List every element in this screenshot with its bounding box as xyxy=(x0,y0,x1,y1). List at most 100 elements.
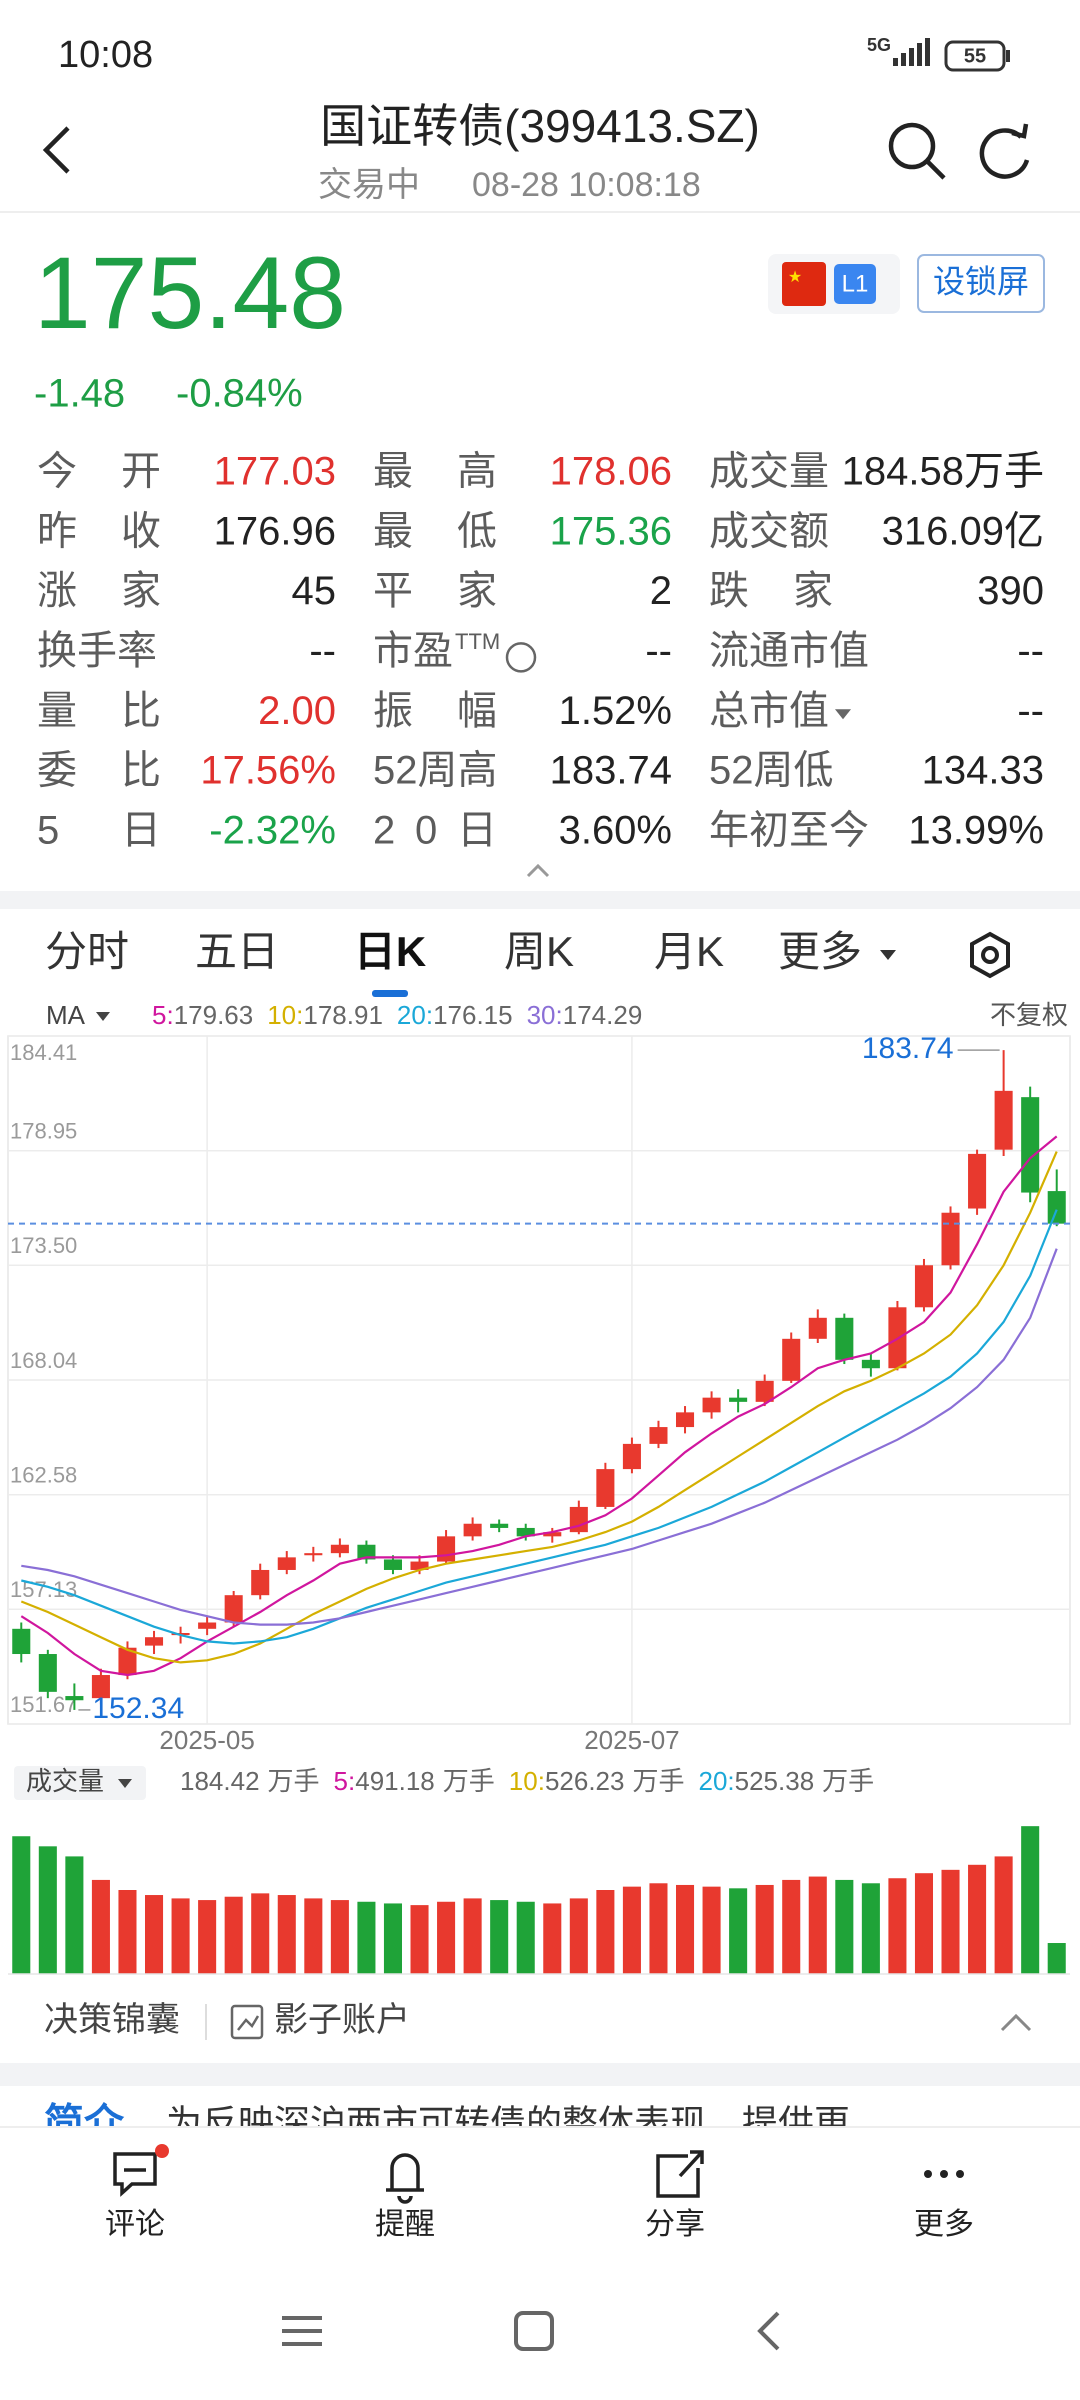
tab-dropdown[interactable] xyxy=(880,950,896,960)
chart-settings[interactable] xyxy=(970,931,1010,979)
volume-bar xyxy=(702,1886,721,1974)
collapse-caret[interactable] xyxy=(526,863,550,878)
y-tick-label: 162.58 xyxy=(10,1463,77,1488)
stat-label: 总市值 xyxy=(709,689,829,733)
bottom-bar xyxy=(0,2127,1080,2400)
info-icon[interactable] xyxy=(505,642,537,673)
network: 5G xyxy=(867,35,891,55)
level-badge-text: L1 xyxy=(842,270,869,297)
stat-label: 振幅 xyxy=(373,689,497,733)
candle-body xyxy=(224,1595,243,1623)
chart-tab[interactable]: 五日 xyxy=(195,928,279,975)
price-change-pct: -0.84% xyxy=(176,372,303,416)
ma-legend-value: 176.15 xyxy=(433,1000,513,1030)
ma-line xyxy=(21,1248,1058,1626)
ma-legend-value: 178.91 xyxy=(303,1000,383,1030)
ma-legend-name: 5: xyxy=(152,1000,174,1030)
volume-bar xyxy=(888,1878,907,1974)
stat-value: -2.32% xyxy=(209,808,336,852)
search-button[interactable] xyxy=(888,122,946,180)
volume-bar xyxy=(330,1900,349,1974)
ma-dropdown[interactable] xyxy=(96,1012,110,1021)
volume-bar xyxy=(383,1903,403,1974)
dropdown-icon[interactable] xyxy=(835,709,851,720)
stat-value: -- xyxy=(645,629,672,673)
ma-legend-name: 30: xyxy=(527,1000,563,1030)
stat-label-sup: TTM xyxy=(455,629,500,654)
volume-bar xyxy=(65,1856,84,1974)
tools-collapse[interactable] xyxy=(1000,2013,1032,2032)
candle-body xyxy=(383,1559,403,1570)
y-tick-label: 184.41 xyxy=(10,1040,77,1065)
stat-label: 涨家 xyxy=(37,569,161,613)
tab-indicator xyxy=(372,990,408,997)
volume-bar xyxy=(118,1890,137,1974)
tool-decision[interactable]: 决策锦囊 xyxy=(44,2001,180,2039)
chart-tab[interactable]: 月K xyxy=(654,928,724,975)
candle-body xyxy=(1021,1097,1040,1193)
chart-tab[interactable]: 更多 xyxy=(778,928,862,975)
ma-selector[interactable]: MA xyxy=(46,1000,86,1030)
volume-bar xyxy=(968,1864,987,1974)
back-button[interactable] xyxy=(42,126,70,174)
candle-body xyxy=(861,1359,880,1369)
refresh-button[interactable] xyxy=(979,123,1030,179)
volume-legend-label: 成交量 xyxy=(26,1766,104,1796)
ma-legend-name: 10: xyxy=(267,1000,303,1030)
stat-label: 换手率 xyxy=(37,629,157,673)
stat-value: 183.74 xyxy=(550,749,672,793)
lock-button[interactable] xyxy=(917,254,1045,313)
chart-tab[interactable]: 日K xyxy=(354,928,426,975)
stat-label: 委比 xyxy=(37,749,161,793)
header-title: 国证转债(399413.SZ) xyxy=(320,100,760,152)
nav-more[interactable]: 更多 xyxy=(914,2208,974,2241)
adjust-mode[interactable]: 不复权 xyxy=(990,1000,1068,1030)
volume-bar xyxy=(304,1898,323,1974)
volume-legend-box[interactable] xyxy=(14,1766,146,1800)
volume-bar xyxy=(251,1893,270,1974)
candle-body xyxy=(835,1317,854,1360)
volume-bar xyxy=(835,1879,854,1974)
nav-comment[interactable]: 评论 xyxy=(105,2208,165,2241)
nav-alert[interactable]: 提醒 xyxy=(375,2208,435,2241)
signal xyxy=(893,38,930,66)
candle-body xyxy=(144,1637,164,1646)
stat-value: 178.06 xyxy=(550,450,672,494)
y-tick-label: 173.50 xyxy=(10,1233,77,1258)
price-change: -1.48 xyxy=(34,372,125,416)
volume-bar xyxy=(1047,1943,1066,1974)
stat-value: 184.58万手 xyxy=(842,450,1044,494)
candle-body xyxy=(1047,1191,1066,1224)
volume-bar xyxy=(198,1900,217,1974)
candle-body xyxy=(649,1427,668,1444)
kline-chart: 184.41 178.95 173.50 168.04 162.58 157.13 151.… xyxy=(7,1032,1071,1755)
chart-tab[interactable]: 周K xyxy=(504,928,574,975)
status-time: 10:08 xyxy=(58,34,153,76)
candle-body xyxy=(702,1397,721,1413)
stat-value: -- xyxy=(309,629,336,673)
candle-body xyxy=(12,1628,31,1655)
stat-label: 跌家 xyxy=(709,569,833,613)
stat-value: 45 xyxy=(292,569,337,613)
candle-body xyxy=(304,1553,323,1556)
stat-label: 量比 xyxy=(37,689,161,733)
tool-shadow-account[interactable]: 影子账户 xyxy=(274,2001,410,2039)
volume-bar xyxy=(224,1896,243,1974)
ma-line xyxy=(21,1209,1058,1645)
candle-body xyxy=(198,1622,217,1629)
chart-tab[interactable]: 分时 xyxy=(45,928,129,975)
candle-body xyxy=(437,1536,456,1562)
ma-legend-name: 20: xyxy=(397,1000,433,1030)
last-price: 175.48 xyxy=(34,236,346,350)
nav-share[interactable]: 分享 xyxy=(645,2208,705,2241)
volume-ma-value: 526.23 xyxy=(545,1766,625,1796)
lock-button-text[interactable]: 设锁屏 xyxy=(933,263,1029,299)
trade-status: 交易中 xyxy=(318,166,420,204)
ma-legend-value: 174.29 xyxy=(563,1000,643,1030)
stat-value: 1.52% xyxy=(559,689,672,733)
stat-label: 最高 xyxy=(373,450,497,494)
volume-bar xyxy=(755,1884,774,1974)
volume-bar xyxy=(12,1836,31,1974)
